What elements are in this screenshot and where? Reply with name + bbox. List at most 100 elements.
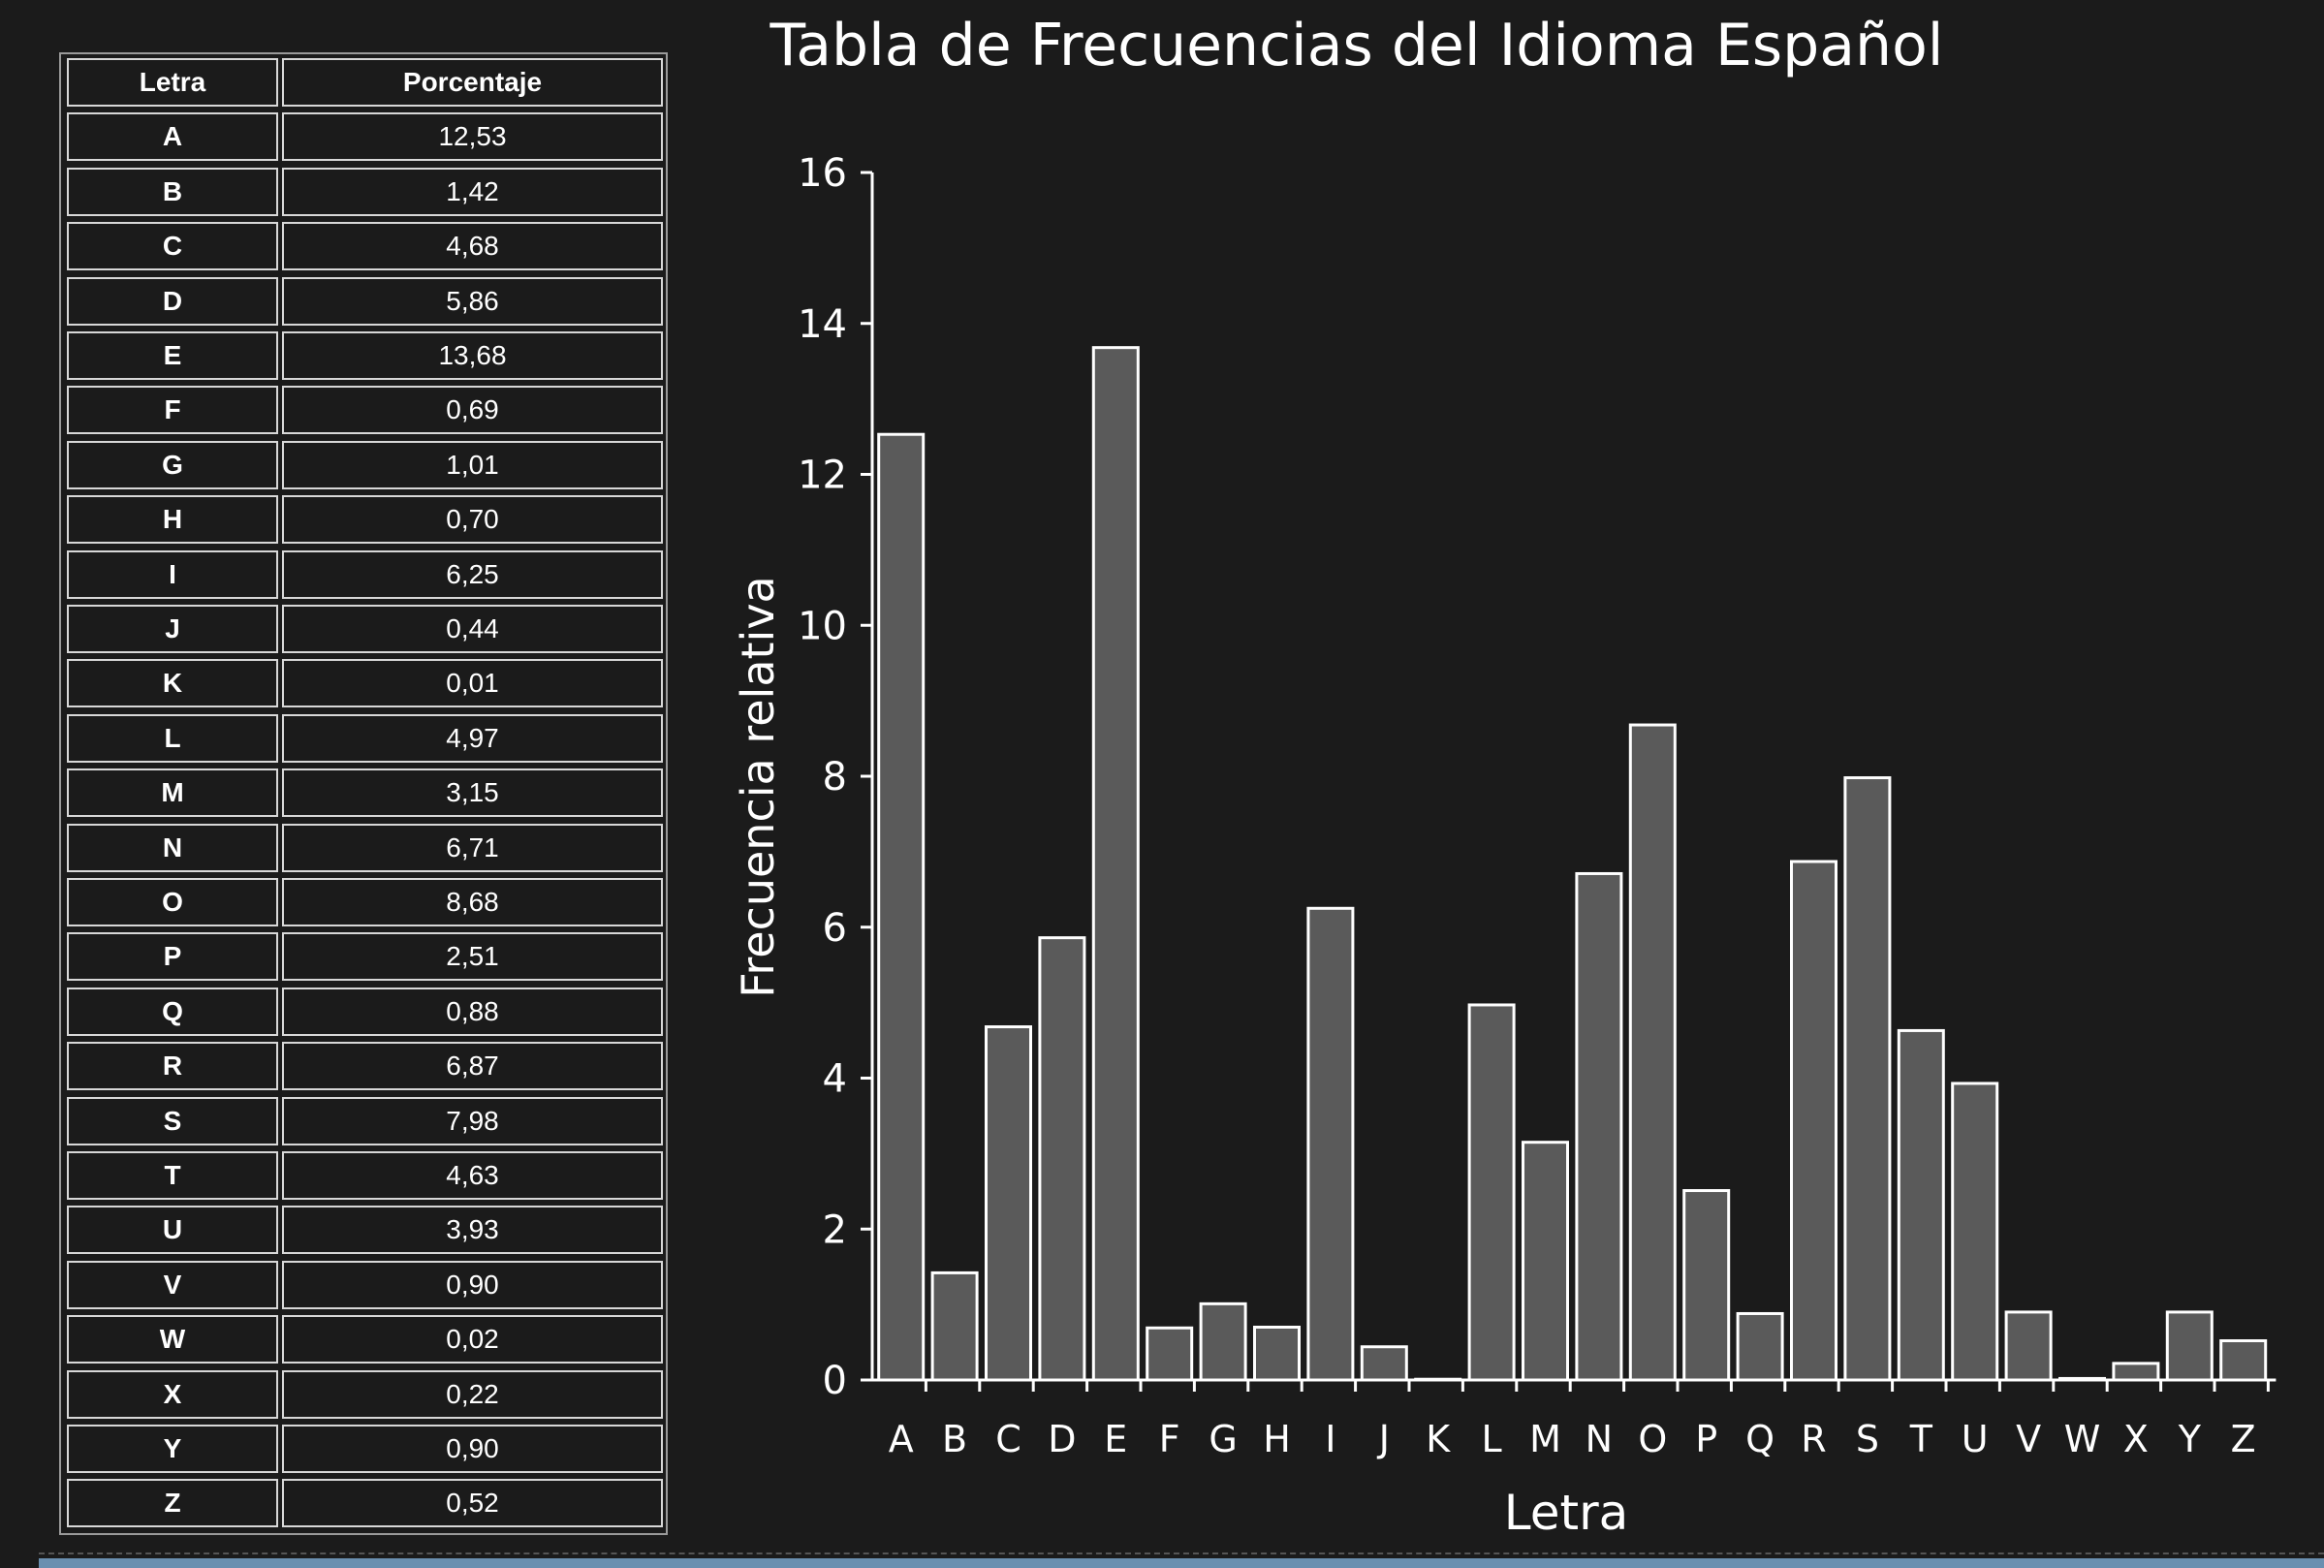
table-cell-percent: 0,70	[282, 495, 663, 545]
x-axis-label: Letra	[1504, 1485, 1629, 1541]
bar-x	[2112, 1362, 2160, 1382]
table-cell-percent: 0,90	[282, 1425, 663, 1473]
table-cell-letter: W	[67, 1315, 278, 1364]
bar-c	[985, 1025, 1032, 1382]
table-cell-letter: U	[67, 1206, 278, 1255]
y-tick-label: 0	[823, 1359, 847, 1403]
bar-u	[1951, 1082, 1999, 1382]
table-cell-percent: 4,68	[282, 222, 663, 271]
table-cell-percent: 0,02	[282, 1315, 663, 1364]
x-tick-label: Q	[1745, 1418, 1774, 1460]
table-cell-percent: 7,98	[282, 1096, 663, 1145]
table-cell-letter: K	[67, 659, 278, 708]
table-cell-letter: H	[67, 495, 278, 545]
bar-r	[1790, 860, 1837, 1382]
y-tick-label: 10	[798, 604, 847, 648]
table-cell-percent: 3,93	[282, 1206, 663, 1255]
y-tick-label: 14	[798, 302, 847, 347]
table-cell-letter: N	[67, 823, 278, 872]
bar-y	[2165, 1310, 2214, 1382]
y-tick-label: 2	[823, 1207, 847, 1252]
table-cell-letter: A	[67, 112, 278, 162]
x-tick-label: X	[2123, 1418, 2149, 1460]
table-cell-percent: 1,01	[282, 440, 663, 489]
table-cell-letter: G	[67, 440, 278, 489]
bar-z	[2219, 1339, 2268, 1382]
bar-d	[1038, 936, 1086, 1382]
x-tick-label: B	[942, 1418, 967, 1460]
y-tick-label: 4	[823, 1057, 847, 1102]
bar-v	[2004, 1310, 2053, 1382]
x-tick-label: O	[1638, 1418, 1667, 1460]
x-tick-label: R	[1801, 1418, 1826, 1460]
table-cell-letter: Y	[67, 1425, 278, 1473]
y-axis-label: Frecuencia relativa	[732, 576, 784, 998]
table-cell-letter: T	[67, 1151, 278, 1200]
bar-i	[1306, 906, 1355, 1382]
bar-s	[1843, 776, 1892, 1382]
bar-p	[1682, 1189, 1731, 1382]
table-cell-letter: C	[67, 222, 278, 271]
x-tick-label: U	[1962, 1418, 1989, 1460]
table-cell-percent: 1,42	[282, 167, 663, 216]
table-cell-percent: 3,15	[282, 768, 663, 818]
table-cell-percent: 12,53	[282, 112, 663, 162]
table-cell-percent: 5,86	[282, 276, 663, 326]
y-axis-ticks: 0 2 4 6 8 10 12 14 16	[798, 151, 872, 1403]
table-cell-letter: M	[67, 768, 278, 818]
table-cell-letter: X	[67, 1369, 278, 1419]
table-cell-letter: L	[67, 713, 278, 763]
table-cell-percent: 4,63	[282, 1151, 663, 1200]
bar-b	[930, 1270, 979, 1382]
x-tick-label: G	[1209, 1418, 1237, 1460]
table-cell-percent: 0,90	[282, 1260, 663, 1309]
table-cell-percent: 8,68	[282, 878, 663, 926]
table-cell-letter: Q	[67, 987, 278, 1036]
x-tick-label: L	[1482, 1418, 1502, 1460]
bar-t	[1897, 1028, 1945, 1382]
bar-l	[1467, 1003, 1516, 1382]
x-tick-label: S	[1856, 1418, 1879, 1460]
x-tick-label: I	[1325, 1418, 1335, 1460]
table-cell-percent: 0,44	[282, 605, 663, 653]
table-cell-percent: 0,52	[282, 1479, 663, 1528]
y-tick-label: 12	[798, 454, 847, 498]
table-cell-percent: 0,01	[282, 659, 663, 708]
table-cell-percent: 6,87	[282, 1042, 663, 1091]
x-tick-label: J	[1377, 1418, 1390, 1460]
bar-e	[1091, 346, 1140, 1382]
y-tick-label: 16	[798, 151, 847, 196]
bar-j	[1360, 1345, 1408, 1382]
bar-m	[1522, 1141, 1569, 1382]
x-tick-label: A	[889, 1418, 914, 1460]
x-tick-label: Z	[2231, 1418, 2256, 1460]
table-cell-percent: 0,88	[282, 987, 663, 1036]
x-tick-label: T	[1909, 1418, 1933, 1460]
bar-n	[1575, 871, 1623, 1382]
x-tick-label: F	[1159, 1418, 1180, 1460]
table-cell-percent: 0,22	[282, 1369, 663, 1419]
bars	[877, 346, 2268, 1382]
table-cell-percent: 2,51	[282, 932, 663, 982]
bar-q	[1736, 1311, 1784, 1382]
bar-a	[877, 432, 926, 1382]
bottom-bar	[39, 1558, 2324, 1568]
y-tick-label: 6	[823, 906, 847, 951]
x-tick-label: M	[1529, 1418, 1561, 1460]
table-cell-percent: 13,68	[282, 331, 663, 380]
table-header-percent: Porcentaje	[282, 58, 663, 107]
chart-title: Tabla de Frecuencias del Idioma Español	[769, 12, 1944, 79]
bar-h	[1253, 1325, 1301, 1382]
table-cell-letter: J	[67, 605, 278, 653]
bar-f	[1146, 1326, 1194, 1382]
frequency-table: Letra Porcentaje A 12,53 B 1,42 C 4,68 D 5,86 E 13,…	[59, 52, 668, 1535]
table-header-letter: Letra	[67, 58, 278, 107]
bar-g	[1199, 1301, 1247, 1382]
table-cell-letter: Z	[67, 1479, 278, 1528]
x-tick-label: N	[1586, 1418, 1613, 1460]
x-tick-label: Y	[2178, 1418, 2202, 1460]
table-cell-letter: R	[67, 1042, 278, 1091]
bar-o	[1628, 723, 1677, 1382]
bottom-divider	[39, 1552, 2324, 1554]
